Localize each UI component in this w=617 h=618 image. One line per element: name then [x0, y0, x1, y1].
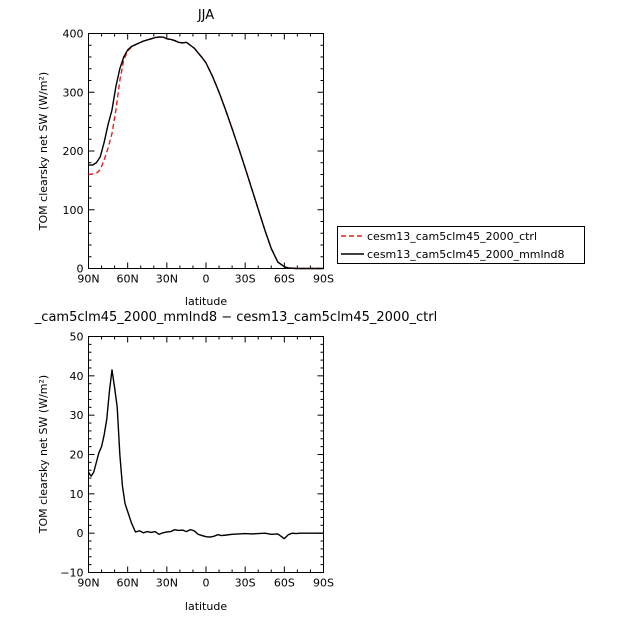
top-chart-x-axis-label: latitude	[185, 295, 227, 308]
series-line-1-0	[87, 369, 324, 540]
x-tick-label: 60S	[274, 273, 295, 286]
x-tick-label: 60S	[274, 577, 295, 590]
x-tick-label: 90N	[77, 273, 99, 286]
top-chart-y-axis-label: TOM clearsky net SW (W/m²)	[37, 72, 50, 231]
x-tick-label: 30S	[235, 577, 256, 590]
y-tick-label: 200	[63, 145, 84, 158]
y-tick-label: 10	[70, 488, 84, 501]
top-chart-plot-area	[88, 33, 324, 269]
series-line-0-0	[88, 36, 324, 270]
y-tick-label: 0	[77, 527, 84, 540]
bottom-chart-x-axis-label: latitude	[185, 600, 227, 613]
x-tick-label: 30N	[156, 577, 178, 590]
top-chart-series	[88, 36, 324, 270]
y-tick-label: −10	[60, 567, 83, 580]
legend: cesm13_cam5clm45_2000_ctrl cesm13_cam5cl…	[337, 226, 585, 264]
top-chart-ticks	[88, 33, 324, 269]
y-tick-label: 300	[63, 86, 84, 99]
y-tick-label: 30	[70, 409, 84, 422]
y-tick-label: 40	[70, 370, 84, 383]
series-line-0-1	[88, 36, 324, 270]
x-tick-label: 0	[203, 273, 210, 286]
x-tick-label: 90S	[313, 273, 334, 286]
x-tick-label: 30N	[156, 273, 178, 286]
legend-label-mmlnd8: cesm13_cam5clm45_2000_mmlnd8	[367, 248, 565, 261]
legend-label-ctrl: cesm13_cam5clm45_2000_ctrl	[367, 230, 537, 243]
x-tick-label: 60N	[117, 577, 139, 590]
x-tick-label: 90N	[77, 577, 99, 590]
y-tick-label: 0	[77, 263, 84, 276]
x-tick-label: 0	[203, 577, 210, 590]
y-tick-label: 100	[63, 204, 84, 217]
bottom-chart-y-axis-label: TOM clearsky net SW (W/m²)	[37, 375, 50, 534]
top-chart-panel: JJA 90N 60N 30N 0 30S 60S 90S 0 100 200 300 400 lat…	[37, 8, 585, 308]
legend-box	[337, 226, 585, 264]
x-tick-label: 90S	[313, 577, 334, 590]
y-tick-label: 50	[70, 331, 84, 344]
x-tick-label: 60N	[117, 273, 139, 286]
bottom-chart-title: _cam5clm45_2000_mmlnd8 − cesm13_cam5clm4…	[34, 310, 437, 325]
bottom-chart-tick-labels: 90N 60N 30N 0 30S 60S 90S −10 0 10 20 30 40 50	[60, 331, 334, 590]
bottom-chart-series	[87, 369, 324, 540]
y-tick-label: 400	[63, 28, 84, 41]
top-chart-tick-labels: 90N 60N 30N 0 30S 60S 90S 0 100 200 300 400	[63, 28, 335, 286]
top-chart-title: JJA	[197, 8, 214, 23]
bottom-chart-panel: _cam5clm45_2000_mmlnd8 − cesm13_cam5clm4…	[34, 310, 437, 613]
x-tick-label: 30S	[235, 273, 256, 286]
bottom-chart-ticks	[88, 336, 324, 573]
y-tick-label: 20	[70, 449, 84, 462]
